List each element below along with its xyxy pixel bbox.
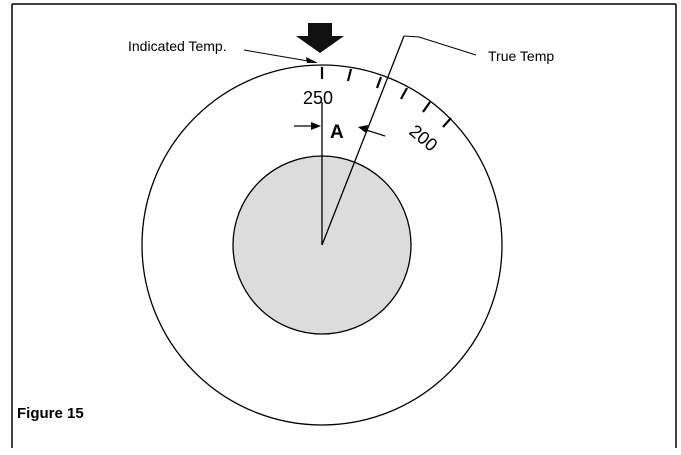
angle-a-label: A [330,122,344,143]
dial-tick-marks [320,67,452,128]
figure-caption: Figure 15 [17,405,84,422]
tick-mark [375,76,383,89]
indicator-arrow-icon [296,23,344,53]
angle-right-arrowhead [358,125,368,133]
outer-dial-circle [141,64,503,426]
tick-mark [422,101,431,113]
true-temp-label: True Temp [488,48,554,64]
true-temp-needle [321,35,405,246]
indicated-temp-leader [243,49,315,63]
angle-left-arrowhead [311,122,321,130]
tick-mark [400,87,408,100]
tick-mark [346,68,353,82]
tick-mark-200 [442,117,452,128]
indicated-temp-label: Indicated Temp. [128,38,227,54]
tick-label-200: 200 [405,121,441,156]
tick-label-250: 250 [303,88,333,108]
true-temp-leader [403,35,477,56]
indicated-temp-leader-arrowhead [306,57,318,63]
